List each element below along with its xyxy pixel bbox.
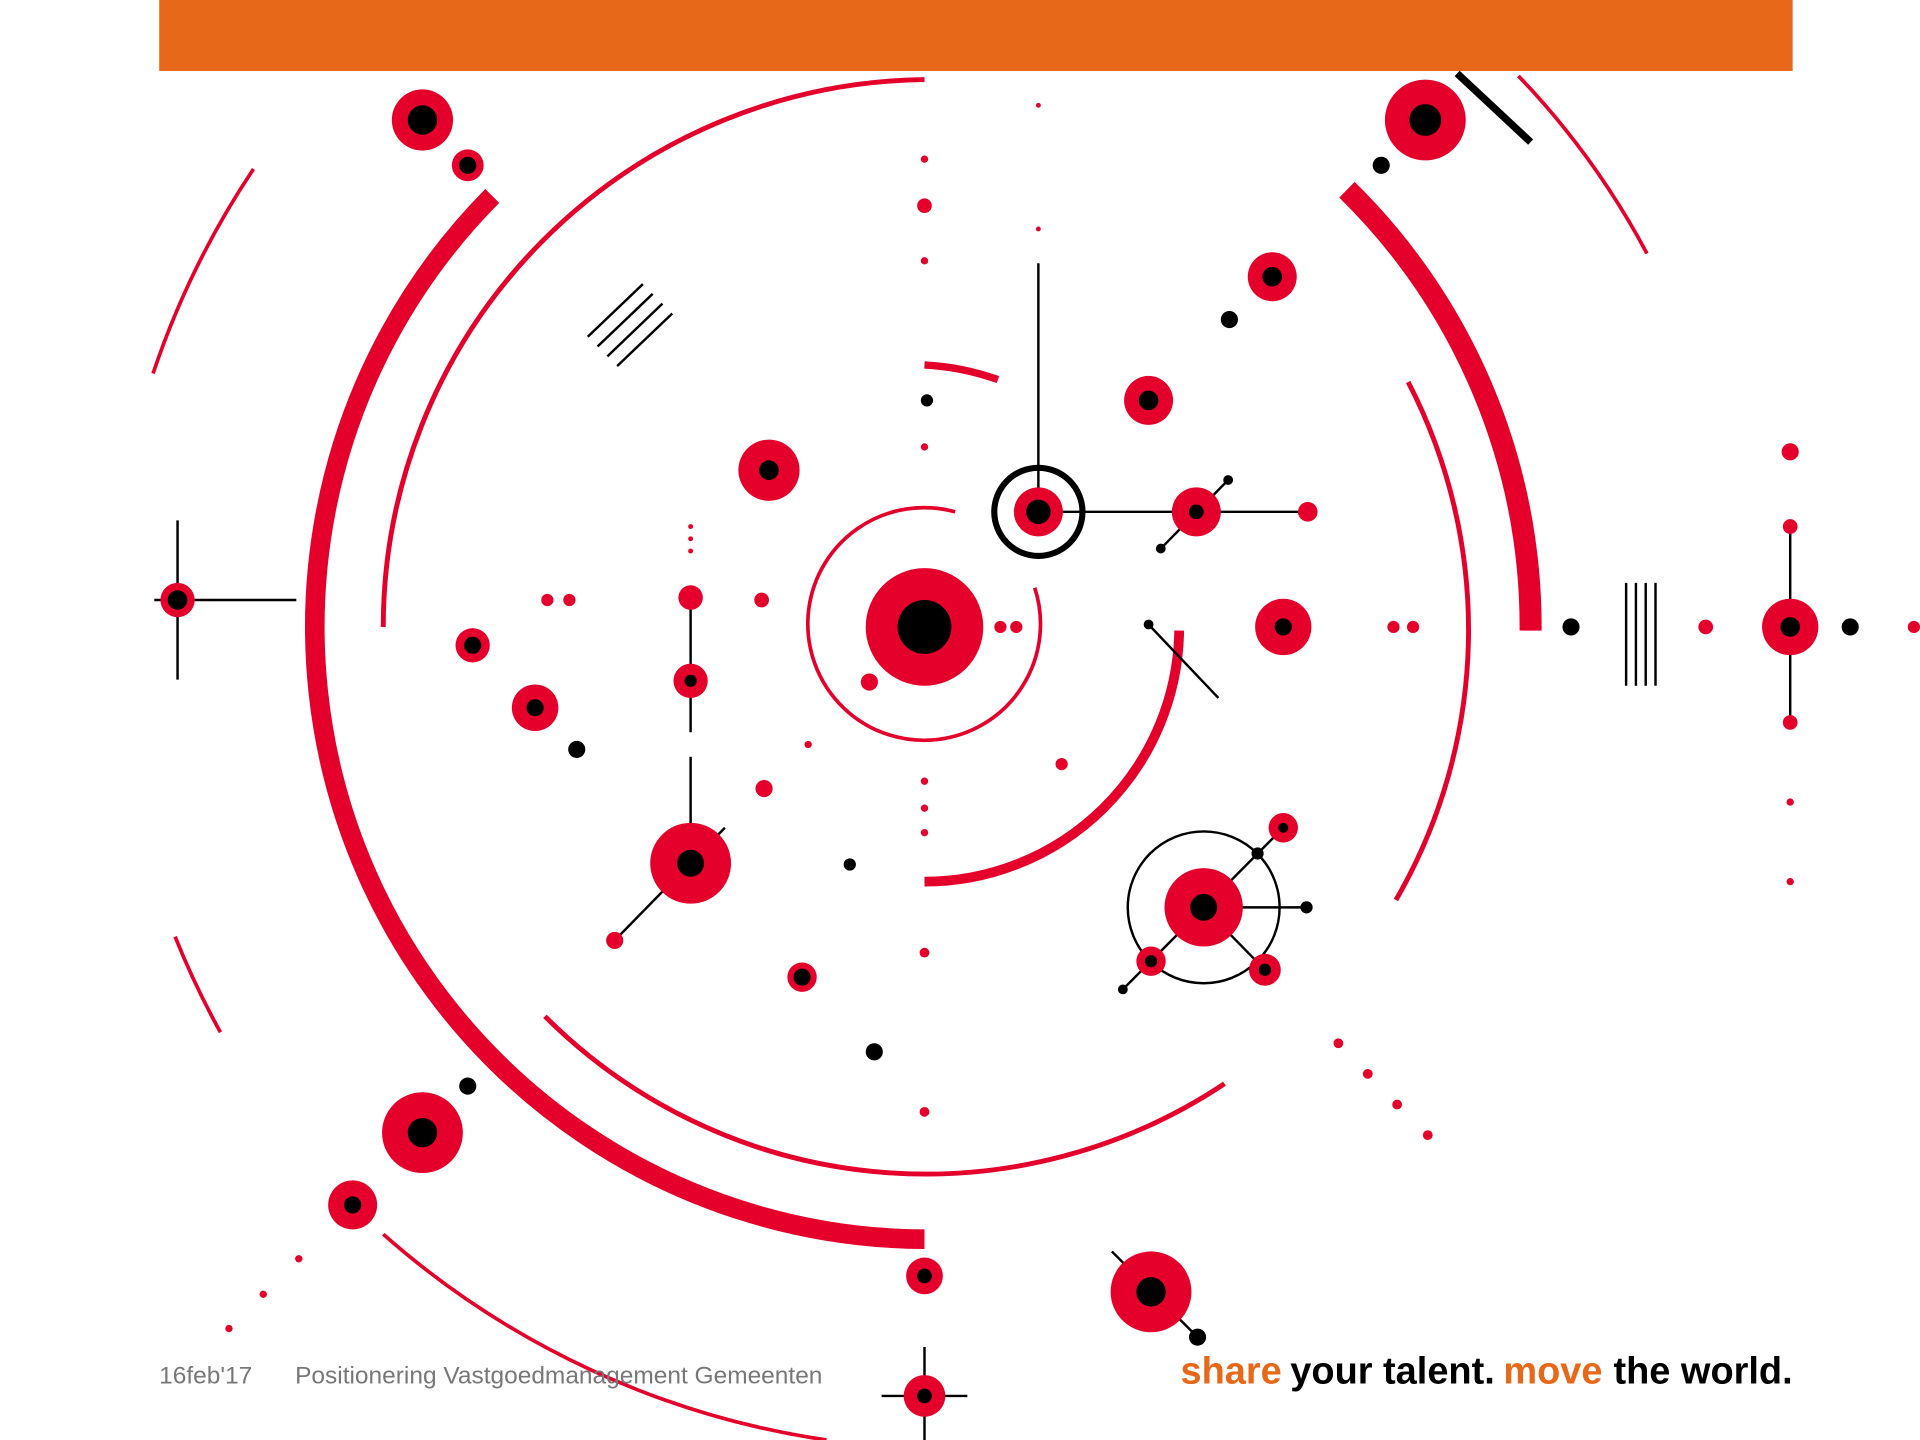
- slogan-word: the world.: [1613, 1351, 1792, 1393]
- decoration: [151, 70, 1920, 1440]
- slogan: share your talent. move the world.: [1180, 1351, 1792, 1393]
- slogan-word: share: [1180, 1351, 1281, 1393]
- header-bar: [159, 0, 1793, 72]
- footer-title: Positionering Vastgoedmanagement Gemeent…: [295, 1363, 822, 1390]
- footer-date: 16feb'17: [159, 1363, 252, 1390]
- slogan-word: move: [1503, 1351, 1602, 1393]
- slogan-word: your talent.: [1290, 1351, 1494, 1393]
